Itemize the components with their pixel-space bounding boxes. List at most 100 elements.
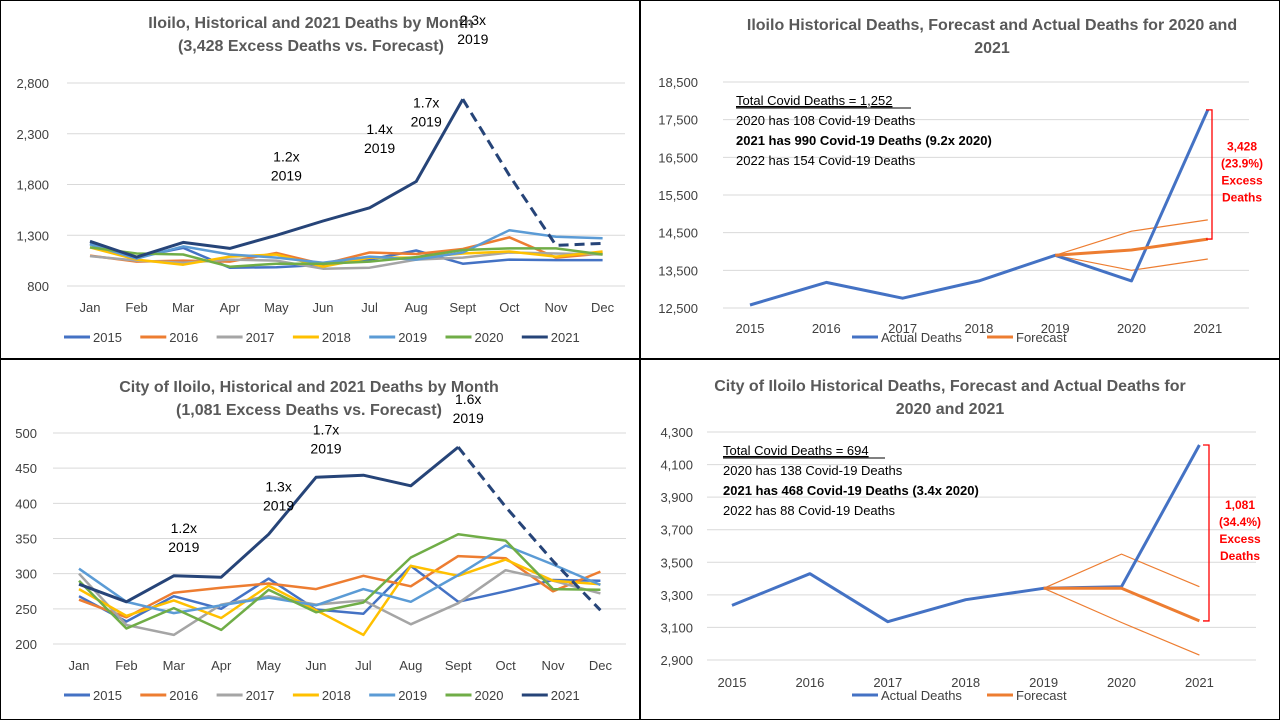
info-line: 2021 has 990 Covid-19 Deaths (9.2x 2020) — [736, 133, 992, 148]
y-tick-label: 250 — [15, 602, 37, 617]
series-line-2021 — [78, 445, 460, 604]
excess-label: 1,081 — [1225, 498, 1255, 512]
chart-title: Iloilo Historical Deaths, Forecast and A… — [747, 17, 1237, 34]
x-tick-label: 2021 — [1193, 321, 1222, 336]
legend-label-2020: 2020 — [475, 688, 504, 703]
series-line-2015 — [78, 564, 601, 623]
x-tick-label: May — [256, 658, 281, 673]
y-tick-label: 14,500 — [658, 226, 698, 241]
multiplier-annotation: 2019 — [364, 140, 395, 156]
chart-title: Iloilo, Historical and 2021 Deaths by Mo… — [148, 15, 473, 32]
series-line-2017 — [78, 568, 601, 637]
chart-title: City of Iloilo Historical Deaths, Foreca… — [714, 378, 1186, 395]
y-tick-label: 1,800 — [16, 178, 49, 193]
y-tick-label: 3,700 — [660, 523, 693, 538]
x-tick-label: 2018 — [951, 675, 980, 690]
series-line-2021 — [89, 98, 465, 259]
multiplier-annotation: 2019 — [310, 440, 341, 456]
legend-label-2020: 2020 — [475, 330, 504, 345]
actual-deaths-line — [749, 109, 1210, 307]
info-line: 2020 has 138 Covid-19 Deaths — [723, 463, 903, 478]
forecast-line — [1055, 237, 1209, 257]
legend-label: Forecast — [1016, 688, 1067, 703]
legend-label-2021: 2021 — [551, 688, 580, 703]
multiplier-annotation: 2019 — [271, 167, 302, 183]
chart-title: (1,081 Excess Deaths vs. Forecast) — [176, 402, 442, 419]
legend-label: Actual Deaths — [881, 330, 962, 345]
y-tick-label: 1,300 — [16, 228, 49, 243]
y-tick-label: 3,300 — [660, 588, 693, 603]
x-tick-label: Sept — [449, 300, 476, 315]
x-tick-label: Jul — [355, 658, 372, 673]
legend-label-2017: 2017 — [246, 330, 275, 345]
multiplier-annotation: 2019 — [457, 31, 488, 47]
x-tick-label: Feb — [115, 658, 137, 673]
y-tick-label: 12,500 — [658, 301, 698, 316]
y-tick-label: 400 — [15, 496, 37, 511]
info-line: 2020 has 108 Covid-19 Deaths — [736, 113, 916, 128]
y-tick-label: 350 — [15, 532, 37, 547]
series-line-2020 — [89, 246, 603, 268]
x-tick-label: May — [264, 300, 289, 315]
y-tick-label: 200 — [15, 637, 37, 652]
legend-label-2015: 2015 — [93, 330, 122, 345]
legend-label-2019: 2019 — [398, 330, 427, 345]
multiplier-annotation: 2019 — [263, 497, 294, 513]
series-line-2021-dashed — [461, 98, 603, 247]
info-line: 2021 has 468 Covid-19 Deaths (3.4x 2020) — [723, 483, 979, 498]
x-tick-label: Feb — [125, 300, 147, 315]
multiplier-annotation: 1.7x — [313, 421, 339, 437]
x-tick-label: 2019 — [1029, 675, 1058, 690]
x-tick-label: 2016 — [812, 321, 841, 336]
x-tick-label: Apr — [211, 658, 232, 673]
legend-label-2018: 2018 — [322, 330, 351, 345]
series-line-2019 — [89, 228, 603, 264]
excess-label: 3,428 — [1227, 139, 1257, 153]
y-tick-label: 15,500 — [658, 188, 698, 203]
y-tick-label: 18,500 — [658, 75, 698, 90]
chart-title: 2020 and 2021 — [896, 401, 1005, 418]
forecast-line — [1043, 586, 1200, 623]
city-iloilo-monthly-chart-panel: City of Iloilo, Historical and 2021 Deat… — [1, 360, 639, 719]
excess-label: Deaths — [1220, 549, 1260, 563]
legend-label-2021: 2021 — [551, 330, 580, 345]
info-line: 2022 has 154 Covid-19 Deaths — [736, 153, 916, 168]
multiplier-annotation: 1.2x — [171, 520, 197, 536]
y-tick-label: 17,500 — [658, 113, 698, 128]
x-tick-label: Dec — [589, 658, 613, 673]
y-tick-label: 450 — [15, 461, 37, 476]
x-tick-label: 2017 — [888, 321, 917, 336]
multiplier-annotation: 1.3x — [265, 478, 291, 494]
x-tick-label: 2020 — [1107, 675, 1136, 690]
series-line-2021-dashed — [457, 446, 602, 612]
x-tick-label: 2018 — [964, 321, 993, 336]
x-tick-label: 2019 — [1041, 321, 1070, 336]
excess-label: (34.4%) — [1219, 515, 1261, 529]
info-total: Total Covid Deaths = 1,252 — [736, 93, 892, 108]
excess-label: Excess — [1221, 173, 1263, 187]
forecast-lower-bound — [1043, 587, 1200, 656]
y-tick-label: 4,100 — [660, 458, 693, 473]
x-tick-label: 2016 — [795, 675, 824, 690]
x-tick-label: 2017 — [873, 675, 902, 690]
series-line-2016 — [89, 236, 603, 266]
x-tick-label: Apr — [220, 300, 241, 315]
city-iloilo-forecast-chart-panel: City of Iloilo Historical Deaths, Foreca… — [641, 360, 1279, 719]
x-tick-label: Oct — [495, 658, 516, 673]
y-tick-label: 2,800 — [16, 76, 49, 91]
multiplier-annotation: 1.6x — [455, 391, 481, 407]
legend-label: Actual Deaths — [881, 688, 962, 703]
x-tick-label: Jul — [361, 300, 378, 315]
multiplier-annotation: 2.3x — [460, 12, 486, 28]
chart-svg: City of Iloilo, Historical and 2021 Deat… — [15, 379, 626, 703]
legend-label-2015: 2015 — [93, 688, 122, 703]
x-tick-label: 2021 — [1185, 675, 1214, 690]
x-tick-label: Dec — [591, 300, 615, 315]
excess-label: Deaths — [1222, 190, 1262, 204]
series-line-2018 — [78, 558, 601, 637]
x-tick-label: Jan — [69, 658, 90, 673]
x-tick-label: Jun — [313, 300, 334, 315]
multiplier-annotation: 2019 — [411, 113, 442, 129]
y-tick-label: 500 — [15, 426, 37, 441]
x-tick-label: Oct — [499, 300, 520, 315]
